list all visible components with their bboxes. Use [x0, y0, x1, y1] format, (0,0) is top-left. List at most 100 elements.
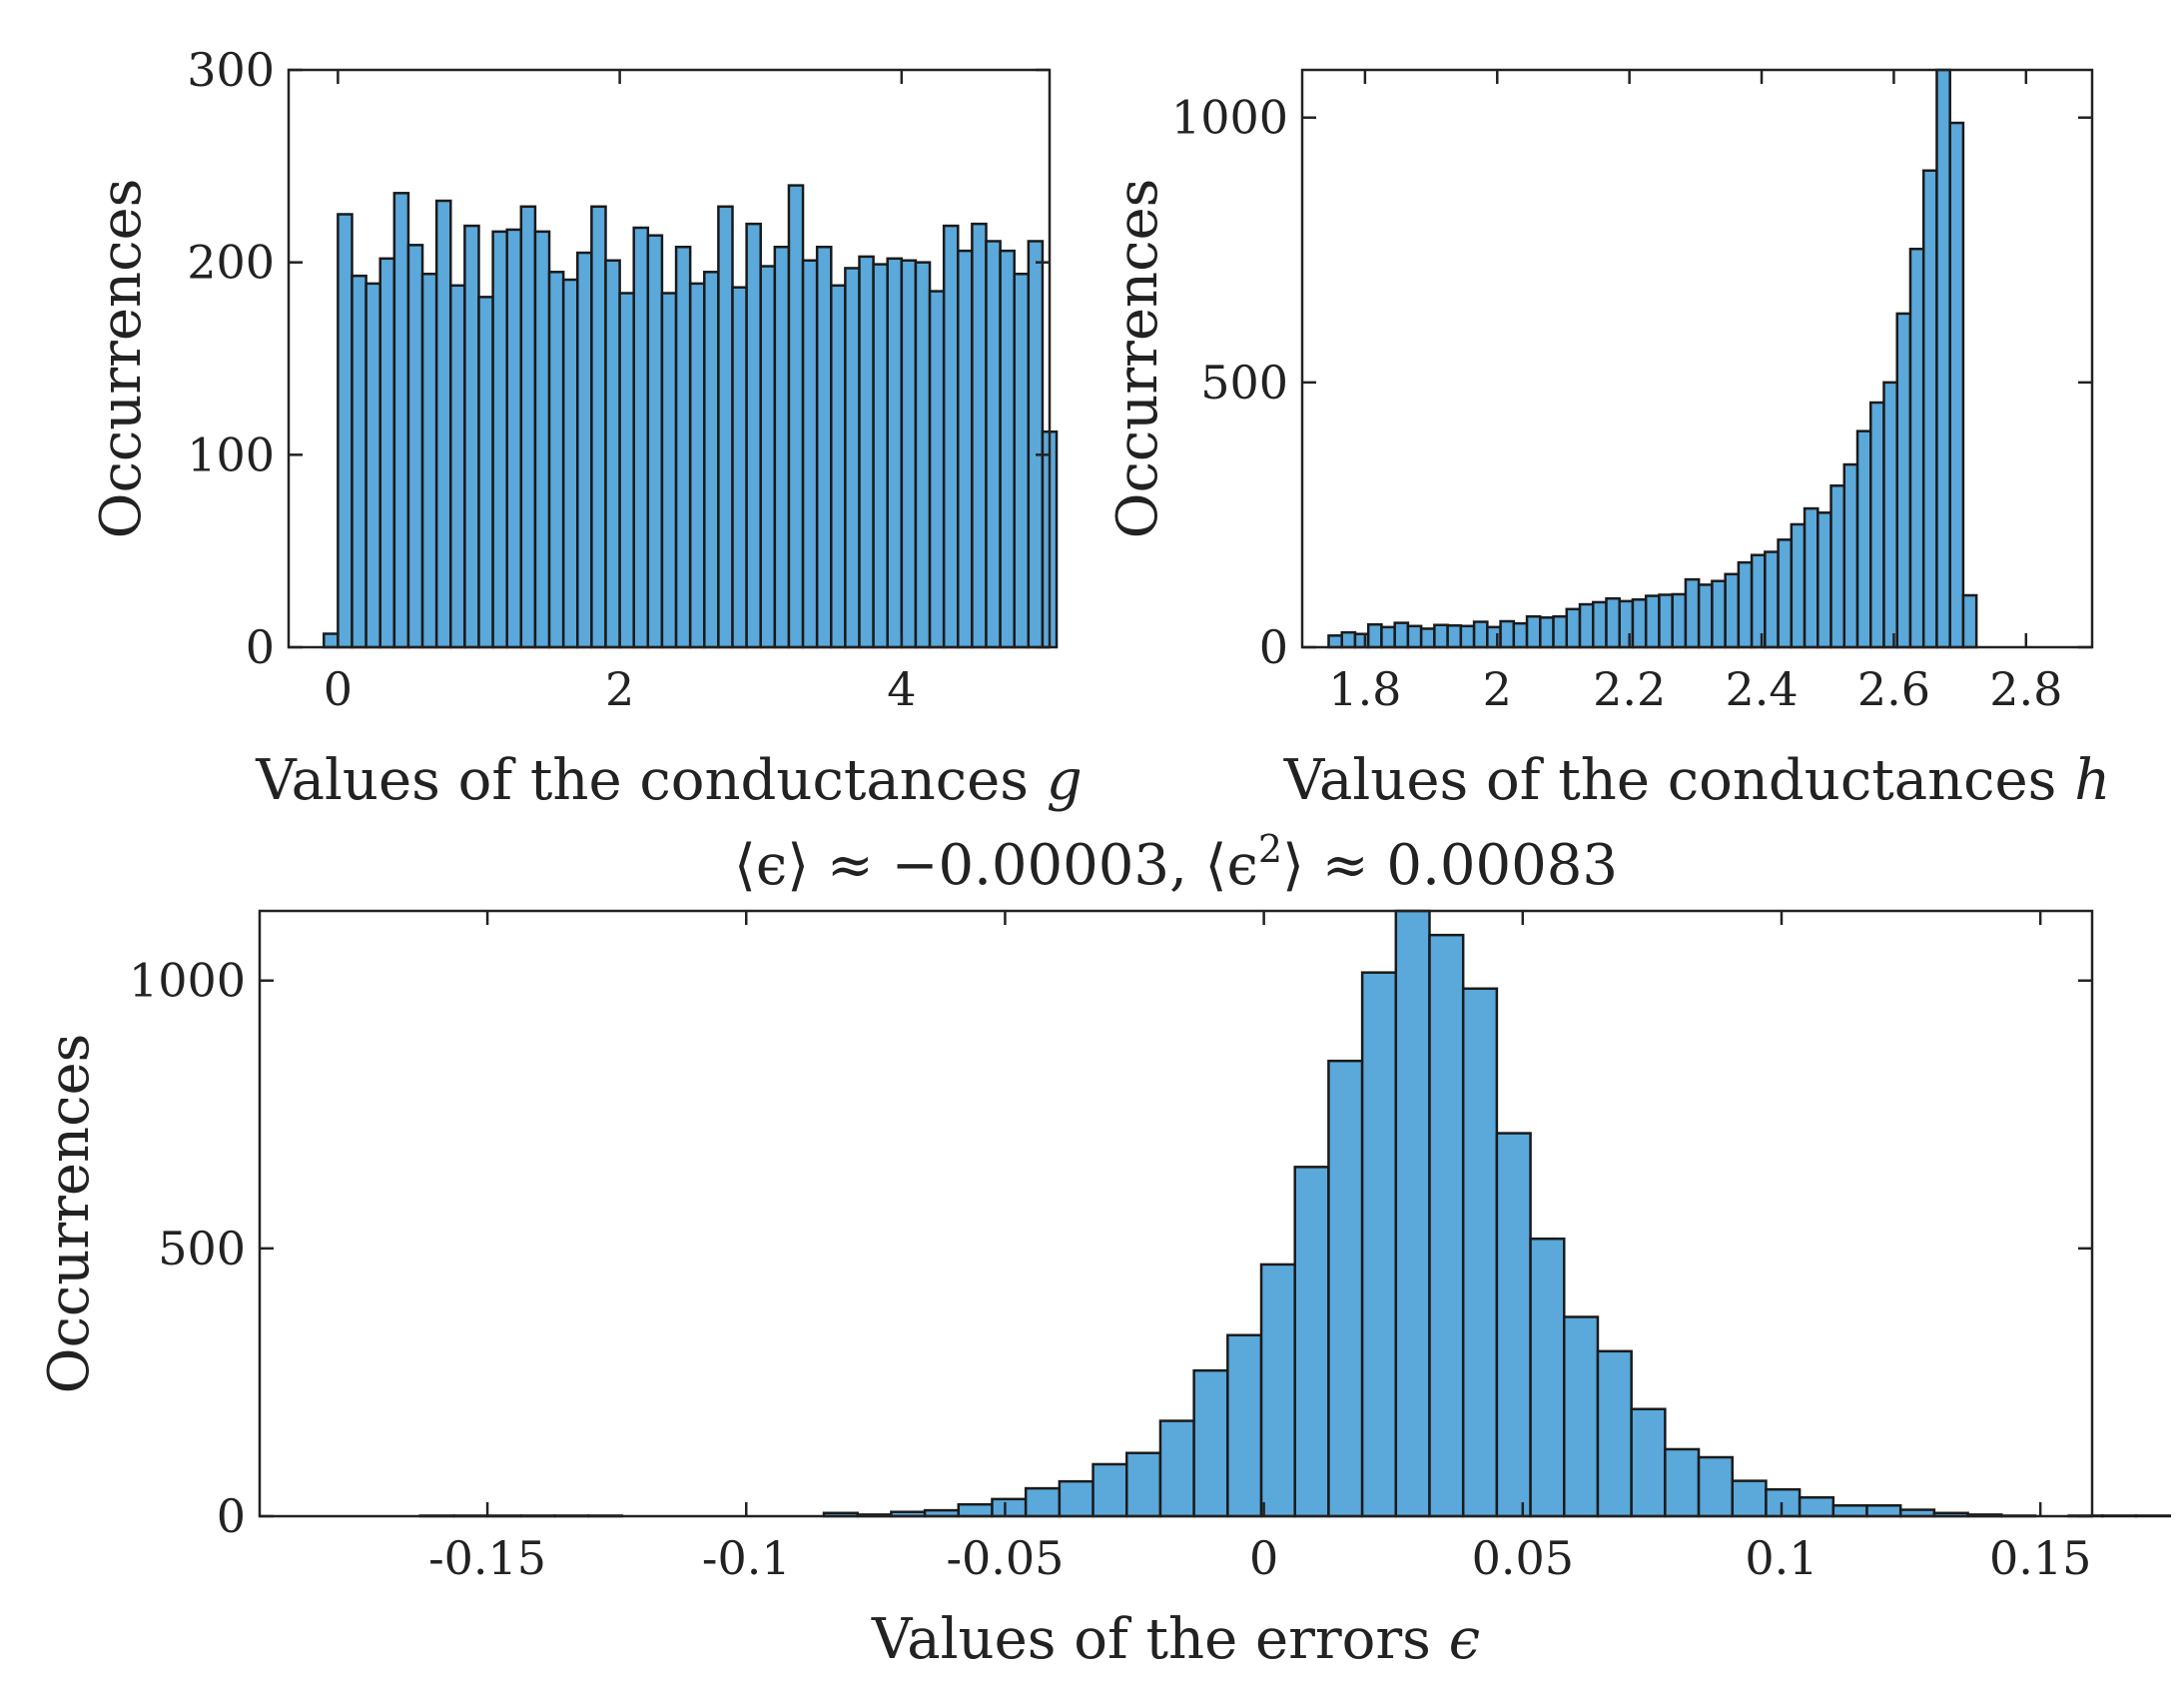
histogram-bar: [1908, 247, 1925, 649]
histogram-h-y-axis-label: Occurrences: [1105, 179, 1170, 539]
histogram-bar: [1058, 1479, 1094, 1518]
histogram-errors-axes-box: [258, 909, 2094, 1518]
histogram-bar: [1618, 599, 1635, 649]
histogram-bar: [759, 265, 777, 649]
histogram-bar: [1798, 1495, 1835, 1518]
histogram-bar: [477, 296, 494, 649]
histogram-bar: [1393, 621, 1410, 649]
histogram-g-bars: [323, 184, 1059, 649]
histogram-bar: [449, 284, 466, 649]
histogram-bar: [745, 222, 762, 649]
histogram-bar: [1461, 987, 1499, 1518]
histogram-h-x-axis-label-text: Values of the conductances: [1283, 748, 2075, 813]
histogram-bar: [1578, 602, 1595, 649]
histogram-bar: [717, 205, 734, 649]
y-tick-label: 1000: [1171, 91, 1288, 145]
histogram-bar: [928, 290, 946, 649]
histogram-bar: [420, 272, 438, 649]
histogram-bar: [1605, 596, 1621, 649]
y-tick-label: 200: [187, 236, 275, 290]
histogram-bar: [1446, 624, 1463, 649]
histogram-bar: [815, 246, 833, 649]
histogram-bar: [1644, 594, 1661, 649]
histogram-errors-x-axis-label-symbol: ϵ: [1449, 1607, 1480, 1672]
histogram-bar: [1671, 592, 1688, 649]
histogram-bar: [957, 249, 974, 649]
histogram-bar: [1327, 1059, 1364, 1518]
x-tick-label: -0.15: [428, 1531, 546, 1585]
histogram-bar: [1419, 627, 1436, 649]
histogram-bar: [1293, 1166, 1330, 1518]
histogram-errors-y-axis-label: Occurrences: [37, 1034, 102, 1394]
y-tick-label: 0: [246, 620, 275, 674]
x-tick-label: 0: [324, 662, 353, 716]
histogram-bar: [1711, 579, 1727, 649]
histogram-bar: [1027, 240, 1045, 649]
x-tick-label: 0.15: [1989, 1531, 2091, 1585]
histogram-bar: [1831, 1504, 1868, 1518]
histogram-bar: [1817, 511, 1832, 649]
histogram-bar: [337, 213, 354, 649]
histogram-bar: [1125, 1451, 1162, 1518]
histogram-bar: [1360, 971, 1398, 1518]
histogram-bar: [1829, 484, 1846, 649]
histogram-bar: [1565, 607, 1582, 649]
histogram-bar: [491, 230, 508, 649]
histogram-bar: [674, 246, 692, 649]
histogram-bar: [1882, 381, 1898, 649]
histogram-bar: [1750, 553, 1767, 649]
histogram-errors-bars: [418, 909, 2172, 1518]
histogram-bar: [1486, 625, 1502, 649]
histogram-h-bars: [1327, 68, 1978, 649]
histogram-bar: [886, 257, 904, 649]
histogram-errors-x-axis-label-text: Values of the errors: [871, 1607, 1449, 1672]
histogram-bar: [1472, 620, 1489, 649]
histogram-h-axes-box: [1300, 68, 2094, 649]
histogram-bar: [1790, 522, 1807, 649]
histogram-bar: [519, 205, 537, 649]
x-tick-label: -0.05: [946, 1531, 1064, 1585]
y-tick-label: 0: [217, 1489, 246, 1543]
histogram-bar: [985, 240, 1002, 649]
histogram-bar: [547, 271, 565, 649]
histogram-bar: [660, 292, 678, 649]
y-tick-label: 100: [187, 427, 275, 481]
histogram-h: 1.8 2 2.2 2.4 2.6 2.8 0 500 1000 Values of the c…: [1105, 68, 2111, 813]
histogram-bar: [1948, 121, 1965, 649]
histogram-bar: [1353, 632, 1370, 649]
histogram-bar: [773, 246, 791, 649]
histogram-bar: [1013, 272, 1031, 649]
histogram-bar: [1865, 1504, 1902, 1518]
histogram-bar: [1935, 68, 1951, 649]
histogram-bar: [351, 274, 367, 649]
histogram-bar: [364, 282, 381, 649]
histogram-bar: [1658, 593, 1674, 649]
histogram-bar: [1664, 1447, 1701, 1518]
histogram-bar: [1327, 634, 1343, 649]
histogram-errors-title: ⟨ϵ⟩ ≈ −0.00003, ⟨ϵ2⟩ ≈ 0.00083: [734, 827, 1618, 898]
histogram-bar: [957, 1502, 994, 1518]
histogram-g-axes-box: [287, 68, 1052, 649]
histogram-bar: [632, 226, 650, 649]
histogram-bar: [914, 261, 932, 649]
histogram-bar: [1092, 1462, 1128, 1518]
x-tick-label: 0.1: [1745, 1531, 1818, 1585]
x-tick-label: 2: [1483, 662, 1512, 716]
histogram-bar: [1684, 577, 1701, 649]
histogram-bar: [703, 271, 720, 649]
histogram-bar: [1459, 624, 1476, 649]
histogram-g-x-axis-label-text: Values of the conductances: [255, 748, 1047, 813]
histogram-errors-title-main: ⟨ϵ⟩ ≈ −0.00003, ⟨ϵ: [734, 833, 1258, 898]
histogram-bar: [590, 205, 607, 649]
histogram-h-x-axis-label: Values of the conductances h: [1283, 748, 2111, 813]
histogram-errors-x-axis-label: Values of the errors ϵ: [871, 1607, 1480, 1672]
histogram-bar: [1961, 593, 1978, 649]
x-tick-label: -0.1: [702, 1531, 791, 1585]
x-tick-label: 4: [887, 662, 916, 716]
histogram-bar: [830, 284, 847, 649]
histogram-bar: [900, 259, 918, 649]
histogram-bar: [991, 1497, 1028, 1518]
histogram-bar: [1777, 538, 1794, 649]
histogram-bar: [1552, 614, 1569, 649]
